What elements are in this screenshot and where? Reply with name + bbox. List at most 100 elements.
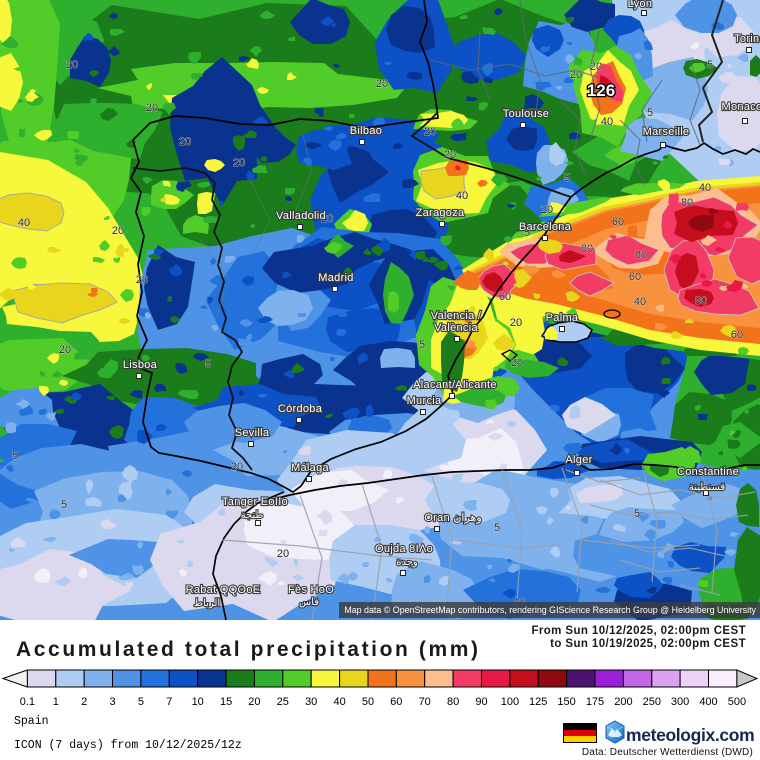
svg-text:100: 100 bbox=[501, 696, 519, 708]
svg-text:Bilbao: Bilbao bbox=[350, 125, 382, 137]
svg-text:5: 5 bbox=[494, 522, 500, 534]
svg-text:Oujda 8IΛo: Oujda 8IΛo bbox=[375, 543, 433, 555]
svg-text:25: 25 bbox=[277, 696, 289, 708]
svg-text:20: 20 bbox=[59, 344, 71, 356]
svg-text:20: 20 bbox=[136, 274, 148, 286]
svg-text:20: 20 bbox=[66, 59, 78, 71]
svg-text:60: 60 bbox=[629, 271, 641, 283]
svg-text:فاس: فاس bbox=[299, 597, 319, 608]
svg-text:Fès HoO: Fès HoO bbox=[288, 584, 334, 596]
svg-text:5: 5 bbox=[564, 172, 570, 184]
svg-text:250: 250 bbox=[643, 696, 661, 708]
svg-text:150: 150 bbox=[557, 696, 575, 708]
svg-text:0.1: 0.1 bbox=[20, 696, 35, 708]
svg-text:Lyon: Lyon bbox=[628, 0, 653, 10]
svg-text:90: 90 bbox=[475, 696, 487, 708]
svg-text:Palma: Palma bbox=[546, 312, 579, 324]
svg-text:40: 40 bbox=[634, 296, 646, 308]
svg-text:60: 60 bbox=[612, 216, 624, 228]
svg-text:20: 20 bbox=[233, 157, 245, 169]
svg-text:5: 5 bbox=[707, 59, 713, 71]
svg-text:Sevilla: Sevilla bbox=[235, 427, 270, 439]
svg-text:20: 20 bbox=[112, 225, 124, 237]
svg-text:40: 40 bbox=[333, 696, 345, 708]
svg-text:7: 7 bbox=[166, 696, 172, 708]
svg-text:Map data © OpenStreetMap contr: Map data © OpenStreetMap contributors, r… bbox=[344, 605, 756, 615]
svg-text:وجدة: وجدة bbox=[396, 557, 418, 568]
svg-text:20: 20 bbox=[376, 78, 388, 90]
svg-text:20: 20 bbox=[179, 136, 191, 148]
svg-text:80: 80 bbox=[447, 696, 459, 708]
svg-text:Lisboa: Lisboa bbox=[123, 359, 158, 371]
svg-text:400: 400 bbox=[699, 696, 717, 708]
svg-text:طنجة: طنجة bbox=[241, 510, 264, 521]
svg-text:Murcia: Murcia bbox=[407, 395, 442, 407]
svg-text:Rabat QQΘoE: Rabat QQΘoE bbox=[186, 584, 261, 596]
svg-text:20: 20 bbox=[511, 357, 523, 369]
svg-text:30: 30 bbox=[305, 696, 317, 708]
svg-text:60: 60 bbox=[499, 291, 511, 303]
svg-text:70: 70 bbox=[419, 696, 431, 708]
svg-text:40: 40 bbox=[601, 116, 613, 128]
svg-text:20: 20 bbox=[570, 69, 582, 81]
svg-text:40: 40 bbox=[18, 217, 30, 229]
svg-text:5: 5 bbox=[12, 450, 18, 462]
svg-text:Córdoba: Córdoba bbox=[278, 403, 323, 415]
svg-text:60: 60 bbox=[731, 329, 743, 341]
svg-text:Alger: Alger bbox=[565, 454, 592, 466]
svg-text:20: 20 bbox=[590, 61, 602, 73]
svg-text:Zaragoza: Zaragoza bbox=[416, 207, 465, 219]
svg-text:5: 5 bbox=[138, 696, 144, 708]
svg-text:60: 60 bbox=[390, 696, 402, 708]
svg-text:Valladolid: Valladolid bbox=[276, 210, 326, 222]
svg-text:5: 5 bbox=[634, 508, 640, 520]
svg-text:Marseille: Marseille bbox=[643, 126, 690, 138]
svg-text:50: 50 bbox=[362, 696, 374, 708]
svg-text:175: 175 bbox=[586, 696, 604, 708]
svg-text:Constantine: Constantine bbox=[677, 466, 739, 478]
svg-text:40: 40 bbox=[699, 182, 711, 194]
svg-text:Oran وهران: Oran وهران bbox=[424, 512, 481, 524]
svg-text:Toulouse: Toulouse bbox=[503, 108, 549, 120]
svg-text:قسنطينة: قسنطينة bbox=[689, 482, 726, 493]
svg-text:20: 20 bbox=[277, 548, 289, 560]
svg-text:València: València bbox=[434, 322, 478, 334]
svg-text:5: 5 bbox=[419, 339, 425, 351]
svg-text:80: 80 bbox=[695, 295, 707, 307]
svg-text:Málaga: Málaga bbox=[291, 462, 329, 474]
svg-text:2: 2 bbox=[81, 696, 87, 708]
svg-text:200: 200 bbox=[614, 696, 632, 708]
svg-text:Barcelona: Barcelona bbox=[519, 221, 572, 233]
svg-text:125: 125 bbox=[529, 696, 547, 708]
svg-text:40: 40 bbox=[456, 190, 468, 202]
svg-text:Madrid: Madrid bbox=[318, 272, 353, 284]
svg-text:80: 80 bbox=[581, 243, 593, 255]
svg-text:Monaco: Monaco bbox=[722, 101, 760, 113]
svg-text:Torino: Torino bbox=[734, 33, 760, 45]
svg-text:5: 5 bbox=[205, 358, 211, 370]
svg-text:20: 20 bbox=[510, 317, 522, 329]
svg-text:20: 20 bbox=[424, 126, 436, 138]
svg-text:80: 80 bbox=[681, 197, 693, 209]
svg-text:20: 20 bbox=[541, 204, 553, 216]
svg-text:15: 15 bbox=[220, 696, 232, 708]
svg-text:20: 20 bbox=[321, 213, 333, 225]
svg-text:20: 20 bbox=[248, 696, 260, 708]
svg-text:Tanger EoIIo: Tanger EoIIo bbox=[222, 496, 288, 508]
svg-text:126: 126 bbox=[587, 81, 615, 100]
svg-text:300: 300 bbox=[671, 696, 689, 708]
svg-text:Alacant/Alicante: Alacant/Alicante bbox=[413, 379, 497, 391]
svg-text:10: 10 bbox=[192, 696, 204, 708]
svg-text:1: 1 bbox=[53, 696, 59, 708]
svg-text:80: 80 bbox=[635, 249, 647, 261]
svg-text:5: 5 bbox=[61, 499, 67, 511]
svg-text:20: 20 bbox=[146, 102, 158, 114]
svg-text:20: 20 bbox=[444, 149, 456, 161]
svg-text:Valencia /: Valencia / bbox=[431, 310, 482, 322]
svg-text:5: 5 bbox=[647, 107, 653, 119]
svg-text:الرباط: الرباط bbox=[194, 598, 220, 609]
svg-text:500: 500 bbox=[728, 696, 746, 708]
svg-text:5: 5 bbox=[524, 227, 530, 239]
svg-text:3: 3 bbox=[109, 696, 115, 708]
svg-text:20: 20 bbox=[231, 461, 243, 473]
